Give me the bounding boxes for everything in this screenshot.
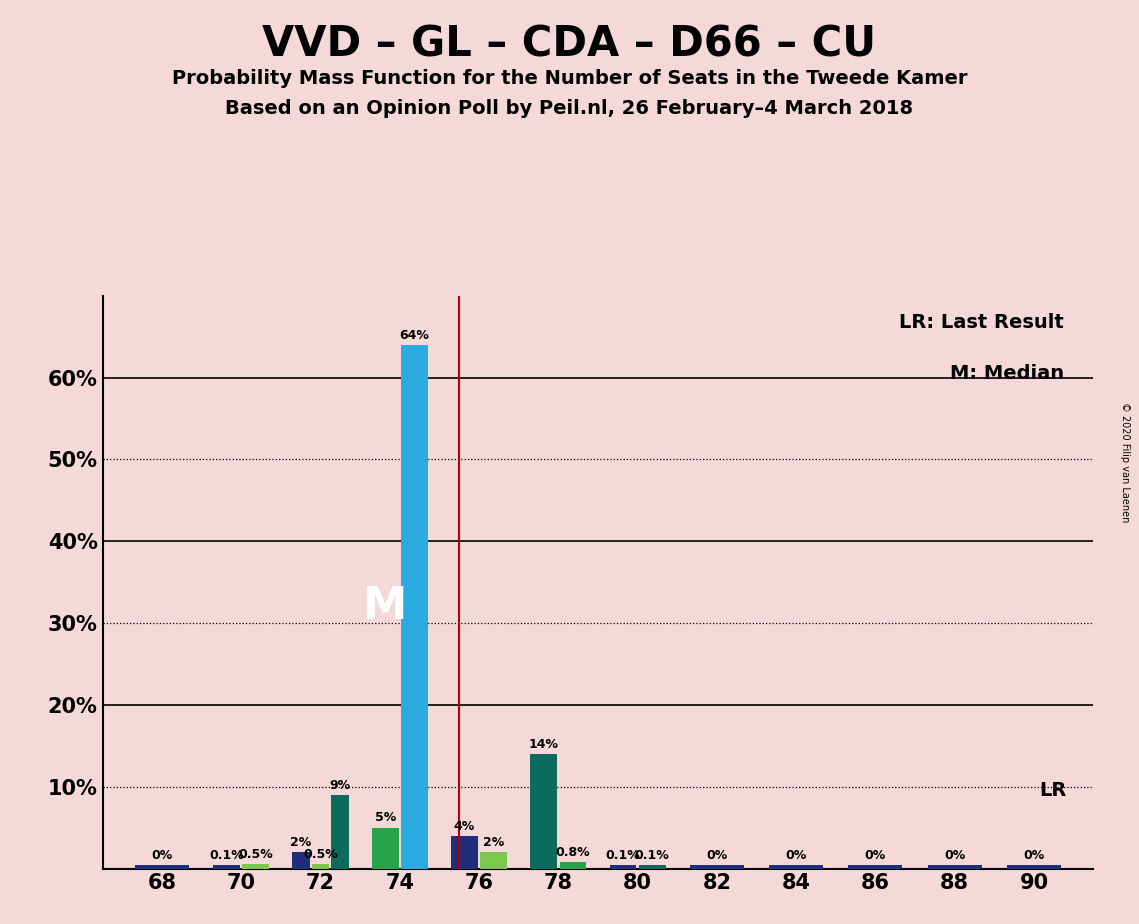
Text: 0.5%: 0.5% — [303, 848, 338, 861]
Text: 0.8%: 0.8% — [556, 845, 590, 858]
Text: 0%: 0% — [706, 849, 728, 862]
Text: Probability Mass Function for the Number of Seats in the Tweede Kamer: Probability Mass Function for the Number… — [172, 69, 967, 89]
Text: LR: LR — [1039, 781, 1066, 800]
Bar — [639, 865, 665, 869]
Bar — [243, 865, 269, 869]
Text: Based on an Opinion Poll by Peil.nl, 26 February–4 March 2018: Based on an Opinion Poll by Peil.nl, 26 … — [226, 99, 913, 118]
Text: 0%: 0% — [151, 849, 173, 862]
Bar — [769, 865, 823, 869]
Bar — [690, 865, 744, 869]
Bar — [401, 345, 428, 869]
Bar — [559, 862, 587, 869]
Text: 0%: 0% — [944, 849, 966, 862]
Bar — [1007, 865, 1060, 869]
Bar — [531, 754, 557, 869]
Bar — [331, 795, 349, 869]
Text: 5%: 5% — [375, 811, 396, 824]
Text: 2%: 2% — [290, 836, 312, 849]
Bar — [609, 865, 637, 869]
Bar — [136, 865, 189, 869]
Text: 0.1%: 0.1% — [606, 849, 640, 862]
Bar — [451, 836, 478, 869]
Bar — [481, 852, 507, 869]
Text: M: M — [362, 585, 407, 628]
Text: © 2020 Filip van Laenen: © 2020 Filip van Laenen — [1121, 402, 1130, 522]
Text: 0.5%: 0.5% — [238, 848, 273, 861]
Text: 64%: 64% — [400, 329, 429, 342]
Text: M: Median: M: Median — [950, 364, 1064, 383]
Bar — [928, 865, 982, 869]
Text: 0.1%: 0.1% — [210, 849, 244, 862]
Text: 0%: 0% — [786, 849, 806, 862]
Bar — [849, 865, 902, 869]
Text: VVD – GL – CDA – D66 – CU: VVD – GL – CDA – D66 – CU — [262, 23, 877, 65]
Text: 9%: 9% — [329, 779, 351, 792]
Text: 0%: 0% — [1023, 849, 1044, 862]
Text: LR: Last Result: LR: Last Result — [899, 313, 1064, 332]
Text: 0%: 0% — [865, 849, 886, 862]
Bar — [312, 865, 329, 869]
Bar — [292, 852, 310, 869]
Text: 0.1%: 0.1% — [634, 849, 670, 862]
Bar — [371, 828, 399, 869]
Text: 2%: 2% — [483, 836, 505, 849]
Bar — [213, 865, 240, 869]
Text: 4%: 4% — [453, 820, 475, 833]
Text: 14%: 14% — [528, 737, 559, 750]
